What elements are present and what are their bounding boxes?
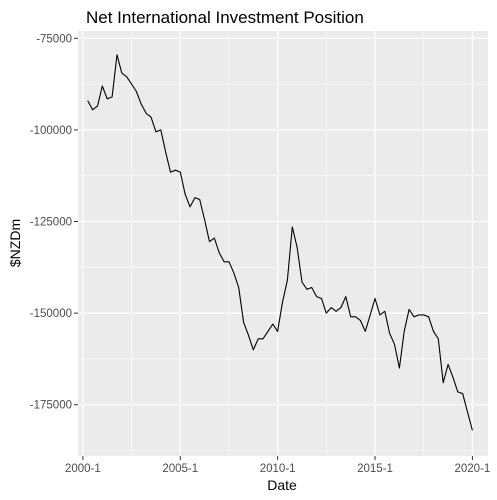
- x-tick-label: 2015-1: [357, 463, 393, 475]
- y-tick-label: -100000: [30, 125, 72, 137]
- x-tick-label: 2005-1: [162, 463, 198, 475]
- y-axis-title: $NZDm: [7, 219, 23, 267]
- y-tick-label: -125000: [30, 217, 72, 229]
- x-tick-label: 2000-1: [65, 463, 101, 475]
- x-axis: 2000-1 2005-1 2010-1 2015-1 2020-1: [65, 456, 490, 475]
- x-tick-label: 2020-1: [455, 463, 491, 475]
- plot-panel: [78, 31, 488, 456]
- y-tick-label: -175000: [30, 400, 72, 412]
- series-line: [87, 54, 473, 431]
- chart-title: Net International Investment Position: [86, 8, 364, 27]
- plot-area: [78, 31, 488, 456]
- y-axis: -75000 -100000 -125000 -150000 -175000: [30, 33, 78, 412]
- y-tick-label: -75000: [36, 33, 72, 45]
- x-axis-title: Date: [267, 477, 297, 493]
- y-tick-label: -150000: [30, 308, 72, 320]
- x-tick-label: 2010-1: [260, 463, 296, 475]
